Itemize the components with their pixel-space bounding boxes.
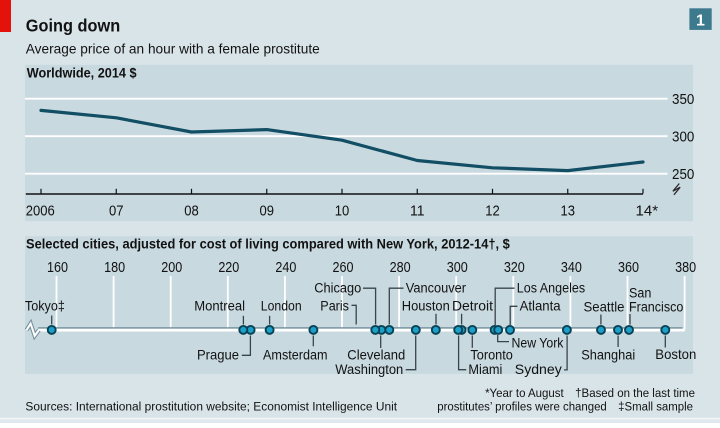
svg-text:Tokyo‡: Tokyo‡ <box>25 298 65 314</box>
svg-text:12: 12 <box>485 202 500 219</box>
svg-text:Toronto: Toronto <box>470 347 512 363</box>
svg-text:Selected cities, adjusted for: Selected cities, adjusted for cost of li… <box>26 236 510 252</box>
svg-text:Boston: Boston <box>655 347 696 362</box>
svg-text:280: 280 <box>390 259 411 275</box>
svg-text:Average price of an hour with: Average price of an hour with a female p… <box>26 41 320 56</box>
svg-text:San: San <box>629 285 651 301</box>
svg-text:14*: 14* <box>636 204 659 220</box>
svg-text:10: 10 <box>335 202 350 219</box>
svg-text:Montreal: Montreal <box>194 298 245 314</box>
svg-text:2006: 2006 <box>26 202 55 219</box>
svg-text:13: 13 <box>560 202 575 219</box>
svg-text:Houston: Houston <box>402 298 450 314</box>
svg-text:Sydney: Sydney <box>515 361 562 377</box>
svg-text:160: 160 <box>47 259 68 275</box>
svg-text:240: 240 <box>275 259 296 275</box>
svg-text:Shanghai: Shanghai <box>581 347 635 363</box>
svg-text:180: 180 <box>104 259 125 275</box>
svg-text:Going down: Going down <box>26 16 120 36</box>
svg-text:340: 340 <box>561 259 582 275</box>
svg-text:300: 300 <box>672 128 694 145</box>
svg-text:Detroit: Detroit <box>452 297 493 313</box>
svg-text:200: 200 <box>161 259 182 275</box>
svg-text:Francisco: Francisco <box>629 299 683 315</box>
svg-text:Atlanta: Atlanta <box>520 298 561 313</box>
svg-text:Los Angeles: Los Angeles <box>517 280 586 296</box>
svg-text:1: 1 <box>696 12 705 29</box>
svg-text:Washington: Washington <box>335 361 403 377</box>
svg-text:09: 09 <box>259 202 274 219</box>
svg-text:*Year to August †Based on the: *Year to August †Based on the last time <box>485 387 695 400</box>
svg-text:Seattle: Seattle <box>584 299 625 314</box>
svg-text:Cleveland: Cleveland <box>347 347 405 363</box>
svg-text:260: 260 <box>333 259 354 275</box>
svg-text:360: 360 <box>618 259 639 275</box>
svg-text:Worldwide, 2014 $: Worldwide, 2014 $ <box>27 65 137 81</box>
svg-text:300: 300 <box>447 259 468 275</box>
svg-text:08: 08 <box>184 202 199 219</box>
svg-text:Paris: Paris <box>320 298 349 314</box>
svg-text:Miami: Miami <box>468 361 502 377</box>
svg-text:prostitutes’ profiles were cha: prostitutes’ profiles were changed ‡Smal… <box>437 400 693 413</box>
svg-text:London: London <box>261 298 302 314</box>
svg-text:New York: New York <box>512 335 564 351</box>
svg-text:07: 07 <box>109 202 124 219</box>
svg-text:Vancouver: Vancouver <box>406 280 467 296</box>
svg-text:Amsterdam: Amsterdam <box>263 347 328 363</box>
svg-text:350: 350 <box>672 90 694 107</box>
svg-text:Chicago: Chicago <box>314 280 361 296</box>
svg-text:Sources: International prostit: Sources: International prostitution webs… <box>25 399 397 413</box>
svg-text:320: 320 <box>504 259 525 275</box>
svg-text:11: 11 <box>410 203 424 219</box>
svg-text:380: 380 <box>675 259 696 275</box>
svg-text:250: 250 <box>672 165 694 182</box>
svg-text:220: 220 <box>218 259 239 275</box>
svg-text:Prague: Prague <box>197 347 239 363</box>
